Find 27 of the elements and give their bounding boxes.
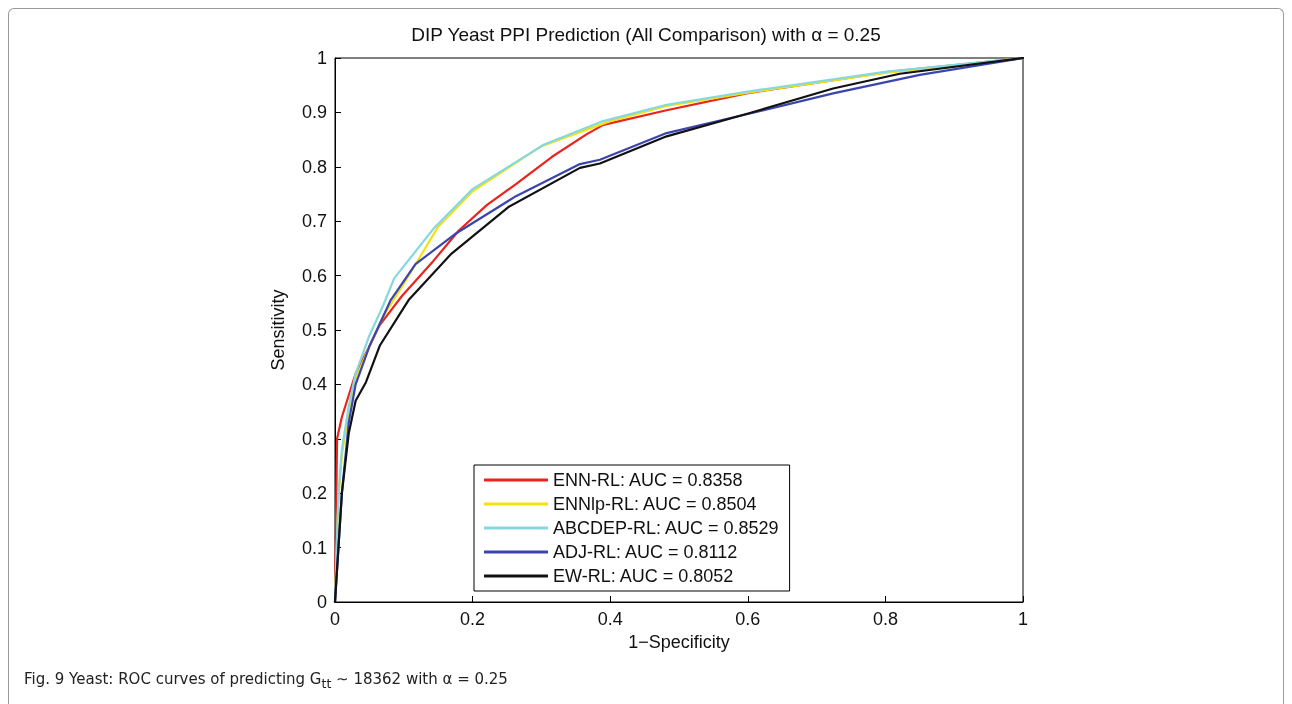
x-tick-label: 0 bbox=[329, 609, 341, 629]
y-tick-label: 0.6 bbox=[301, 265, 327, 286]
y-axis-title: Sensitivity bbox=[268, 289, 288, 371]
legend-label: ENN-RL: AUC = 0.8358 bbox=[553, 470, 743, 490]
caption: Fig. 9 Yeast: ROC curves of predicting G$_{tt}$ ∼ 18362 with α = 0.25 bbox=[24, 670, 508, 691]
y-tick-label: 0.9 bbox=[301, 102, 327, 123]
x-tick-label: 0.2 bbox=[460, 609, 486, 629]
x-tick-label: 0.4 bbox=[597, 609, 623, 629]
y-tick-label: 0.5 bbox=[301, 320, 327, 340]
y-tick-label: 0.7 bbox=[301, 211, 327, 232]
x-tick-label: 0.6 bbox=[735, 609, 761, 629]
y-tick-label: 1 bbox=[316, 48, 327, 68]
line-series bbox=[333, 56, 1025, 604]
x-tick-label: 1 bbox=[1017, 609, 1029, 629]
y-tick-label: 0.4 bbox=[301, 374, 327, 395]
y-tick-label: 0.1 bbox=[301, 537, 327, 558]
legend-label: ADJ-RL: AUC = 0.8112 bbox=[553, 542, 738, 562]
y-tick-label: 0.2 bbox=[301, 483, 327, 504]
legend-label: EW-RL: AUC = 0.8052 bbox=[553, 566, 734, 586]
y-tick-label: 0.8 bbox=[301, 156, 327, 177]
x-tick-label: 0.8 bbox=[872, 609, 898, 629]
chart-title: DIP Yeast PPI Prediction (All Comparison) with α = 0.25 bbox=[411, 24, 881, 45]
legend-label: ENNlp-RL: AUC = 0.8504 bbox=[553, 494, 757, 514]
legend-label: ABCDEP-RL: AUC = 0.8529 bbox=[553, 518, 779, 538]
y-tick-label: 0 bbox=[316, 592, 327, 612]
y-tick-label: 0.3 bbox=[301, 428, 327, 449]
x-axis-title: 1−Specificity bbox=[628, 631, 730, 652]
